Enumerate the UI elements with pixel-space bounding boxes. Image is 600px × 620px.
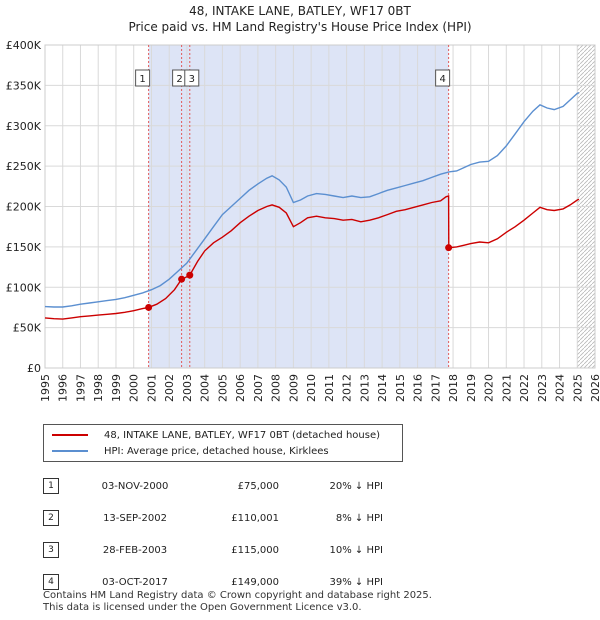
sale-label-number: 1 (139, 74, 145, 85)
hpi-series-line (44, 91, 580, 308)
x-tick-label: 2019 (465, 374, 478, 402)
sale-hpi-diff: 20% ↓ HPI (329, 480, 383, 492)
sale-date: 13-SEP-2002 (103, 512, 167, 524)
sale-price: £110,001 (231, 512, 279, 524)
x-tick-label: 2021 (500, 374, 513, 402)
sale-price: £149,000 (231, 576, 279, 588)
legend-swatch-property (52, 434, 88, 436)
sale-date: 03-NOV-2000 (101, 480, 169, 492)
sale-point (178, 275, 186, 283)
chart-subtitle: Price paid vs. HM Land Registry's House … (128, 20, 472, 34)
plot-border (44, 44, 596, 369)
sale-date: 28-FEB-2003 (102, 544, 168, 556)
sale-date: 03-OCT-2017 (102, 576, 168, 588)
sale-price: £115,000 (231, 544, 279, 556)
sale-hpi-diff: 8% ↓ HPI (335, 512, 383, 524)
sale-label-box (435, 69, 451, 87)
sale-number-badge: 3 (43, 542, 59, 558)
x-tick-label: 2014 (376, 374, 389, 402)
table-row: 3 28-FEB-2003 £115,000 10% ↓ HPI (43, 534, 383, 566)
sale-label-number: 3 (189, 74, 195, 85)
x-tick-label: 1995 (39, 374, 52, 402)
sale-number-badge: 2 (43, 510, 59, 526)
x-tick-label: 2008 (270, 374, 283, 402)
x-tick-label: 2022 (518, 374, 531, 402)
footer-copyright: Contains HM Land Registry data © Crown c… (43, 590, 432, 601)
x-tick-label: 2001 (145, 374, 158, 402)
property-series-line (44, 195, 580, 320)
x-tick-label: 2015 (394, 374, 407, 402)
x-tick-label: 2004 (199, 374, 212, 402)
y-tick-label: £50K (13, 322, 42, 335)
legend: 48, INTAKE LANE, BATLEY, WF17 0BT (detac… (43, 424, 403, 462)
sales-table: 1 03-NOV-2000 £75,000 20% ↓ HPI 2 13-SEP… (43, 470, 383, 598)
x-tick-label: 2005 (216, 374, 229, 402)
y-tick-label: £400K (6, 39, 42, 52)
legend-item-hpi: HPI: Average price, detached house, Kirk… (44, 443, 329, 459)
x-tick-label: 2000 (128, 374, 141, 402)
x-tick-label: 2010 (305, 374, 318, 402)
sale-number-badge: 4 (43, 574, 59, 590)
x-tick-label: 2002 (163, 374, 176, 402)
table-row: 4 03-OCT-2017 £149,000 39% ↓ HPI (43, 566, 383, 598)
y-tick-label: £300K (6, 120, 42, 133)
y-tick-label: £0 (27, 362, 41, 375)
y-tick-label: £350K (6, 79, 42, 92)
x-tick-label: 2011 (323, 374, 336, 402)
x-tick-label: 1996 (57, 374, 70, 402)
chart-title: 48, INTAKE LANE, BATLEY, WF17 0BT (189, 4, 411, 18)
legend-swatch-hpi (52, 450, 88, 452)
x-tick-label: 2020 (483, 374, 496, 402)
sale-label-box (135, 69, 151, 87)
legend-label-hpi: HPI: Average price, detached house, Kirk… (104, 445, 329, 457)
x-tick-label: 2026 (589, 374, 600, 402)
y-tick-label: £100K (6, 281, 42, 294)
price-chart: £0 £50K £100K £150K £200K £250K £300K £350K £400… (6, 39, 600, 402)
x-tick-label: 2006 (234, 374, 247, 402)
x-tick-label: 2018 (447, 374, 460, 402)
sale-hpi-diff: 10% ↓ HPI (329, 544, 383, 556)
x-tick-label: 2017 (429, 374, 442, 402)
x-tick-label: 2003 (181, 374, 194, 402)
x-tick-label: 2009 (287, 374, 300, 402)
sale-label-number: 2 (176, 74, 182, 85)
x-tick-label: 2023 (536, 374, 549, 402)
y-tick-label: £200K (6, 201, 42, 214)
x-tick-label: 1998 (92, 374, 105, 402)
sale-hpi-diff: 39% ↓ HPI (329, 576, 383, 588)
table-row: 1 03-NOV-2000 £75,000 20% ↓ HPI (43, 470, 383, 502)
sale-label-number: 4 (439, 74, 445, 85)
x-tick-label: 1997 (74, 374, 87, 402)
sale-label-box (184, 69, 200, 87)
legend-label-property: 48, INTAKE LANE, BATLEY, WF17 0BT (detac… (104, 429, 381, 441)
sale-price: £75,000 (237, 480, 279, 492)
table-row: 2 13-SEP-2002 £110,001 8% ↓ HPI (43, 502, 383, 534)
sale-point (145, 303, 153, 311)
sale-point (186, 271, 194, 279)
sale-point (445, 244, 453, 252)
legend-item-property: 48, INTAKE LANE, BATLEY, WF17 0BT (detac… (44, 427, 380, 443)
x-tick-label: 2025 (571, 374, 584, 402)
footer-licence: This data is licensed under the Open Gov… (43, 602, 362, 613)
x-tick-label: 2024 (554, 374, 567, 402)
x-tick-label: 2007 (252, 374, 265, 402)
x-tick-label: 2013 (358, 374, 371, 402)
x-tick-label: 2012 (341, 374, 354, 402)
x-tick-label: 2016 (412, 374, 425, 402)
x-tick-label: 1999 (110, 374, 123, 402)
sale-number-badge: 1 (43, 478, 59, 494)
y-tick-label: £150K (6, 241, 42, 254)
y-tick-label: £250K (6, 160, 42, 173)
